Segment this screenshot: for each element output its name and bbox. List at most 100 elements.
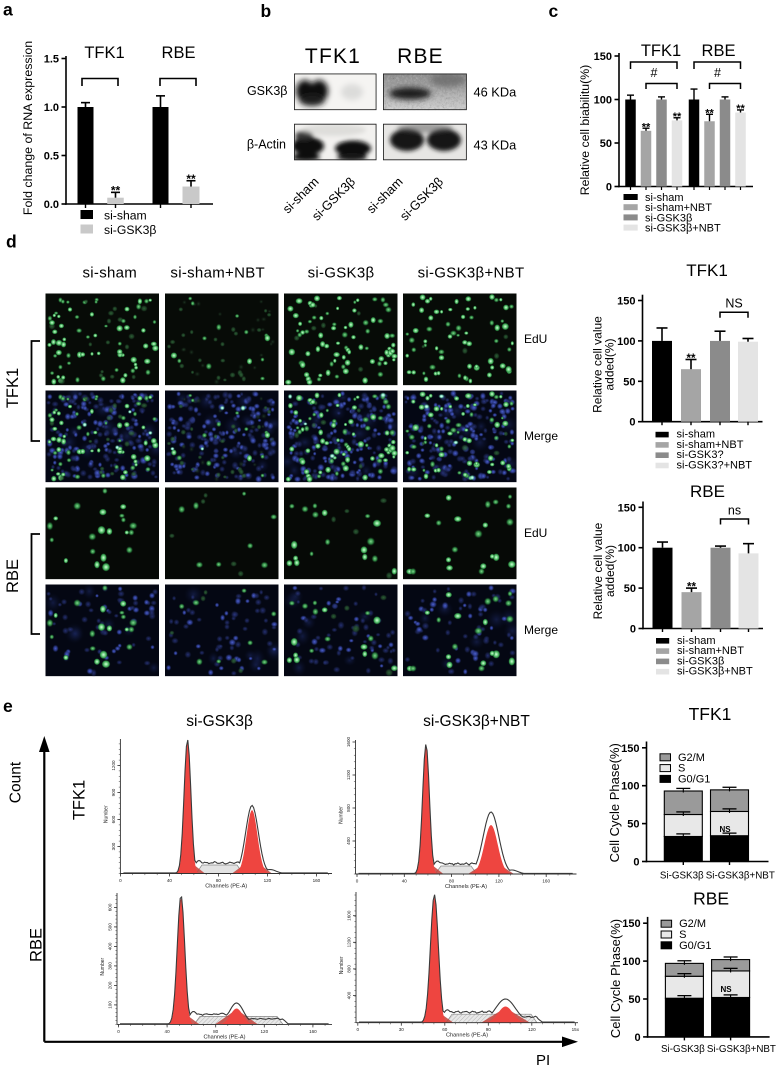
svg-text:Number: Number <box>103 805 109 823</box>
svg-text:100: 100 <box>617 336 635 348</box>
svg-text:RBE: RBE <box>702 42 736 60</box>
svg-text:Si-GSK3β+NBT: Si-GSK3β+NBT <box>706 871 775 882</box>
svg-text:TFK1: TFK1 <box>689 704 732 724</box>
svg-text:60: 60 <box>442 1027 448 1032</box>
svg-text:400: 400 <box>346 837 351 845</box>
svg-text:#: # <box>651 66 658 80</box>
svg-text:RBE: RBE <box>4 559 22 593</box>
svg-text:0: 0 <box>606 182 612 194</box>
svg-text:Si-GSK3β: Si-GSK3β <box>661 1044 705 1055</box>
svg-text:**: ** <box>673 111 682 123</box>
svg-text:40: 40 <box>165 1029 171 1034</box>
svg-text:PI: PI <box>536 1052 550 1069</box>
svg-text:0: 0 <box>629 417 635 429</box>
svg-text:0: 0 <box>356 879 359 884</box>
svg-text:150: 150 <box>618 502 636 514</box>
svg-text:si-GSK3β: si-GSK3β <box>186 713 253 730</box>
svg-text:β-Actin: β-Actin <box>247 138 286 152</box>
svg-text:si-sham: si-sham <box>645 192 684 204</box>
svg-text:TFK1: TFK1 <box>641 42 681 60</box>
svg-text:Number: Number <box>100 957 106 975</box>
svg-text:0: 0 <box>357 1027 360 1032</box>
svg-text:200: 200 <box>108 981 113 989</box>
svg-text:1.5: 1.5 <box>44 54 59 66</box>
svg-text:150: 150 <box>622 918 640 930</box>
svg-text:NS: NS <box>719 825 731 834</box>
svg-text:TFK1: TFK1 <box>84 44 124 62</box>
svg-text:150: 150 <box>621 743 639 755</box>
svg-text:si-GSK3β: si-GSK3β <box>104 223 156 237</box>
svg-text:160: 160 <box>313 878 321 883</box>
svg-text:S: S <box>679 929 686 941</box>
svg-text:400: 400 <box>108 942 113 950</box>
svg-text:si-sham: si-sham <box>104 209 147 223</box>
svg-text:600: 600 <box>111 815 116 823</box>
svg-text:d: d <box>6 232 17 252</box>
svg-text:400: 400 <box>347 991 352 999</box>
svg-text:RBE: RBE <box>690 482 725 501</box>
svg-text:**: ** <box>687 353 696 365</box>
svg-text:added(%): added(%) <box>603 338 617 390</box>
svg-text:GSK3β: GSK3β <box>247 84 288 98</box>
svg-text:Relative cell biabilitu(%): Relative cell biabilitu(%) <box>578 65 592 196</box>
svg-text:si-GSK3β+NBT: si-GSK3β+NBT <box>418 265 525 282</box>
svg-text:100: 100 <box>594 95 612 107</box>
svg-text:TFK1: TFK1 <box>305 45 361 68</box>
svg-text:0: 0 <box>633 857 639 869</box>
svg-text:added(%): added(%) <box>603 545 617 597</box>
svg-text:b: b <box>261 1 272 21</box>
svg-text:Cell Cycle Phase(%): Cell Cycle Phase(%) <box>608 919 623 1038</box>
svg-text:Number: Number <box>339 956 345 974</box>
svg-text:100: 100 <box>618 543 636 555</box>
svg-text:Fold change of RNA expression: Fold change of RNA expression <box>21 41 35 215</box>
svg-text:si-GSK3β: si-GSK3β <box>308 265 375 282</box>
svg-text:80: 80 <box>449 879 455 884</box>
svg-text:**: ** <box>736 103 745 115</box>
svg-text:si-sham+NBT: si-sham+NBT <box>677 645 744 657</box>
svg-text:**: ** <box>642 122 651 134</box>
svg-text:1600: 1600 <box>346 736 351 747</box>
svg-text:S: S <box>678 763 685 775</box>
svg-text:1200: 1200 <box>346 769 351 780</box>
svg-text:si-GSK3?+NBT: si-GSK3?+NBT <box>677 460 753 472</box>
svg-text:0.5: 0.5 <box>44 151 59 163</box>
svg-text:Channels (PE-A): Channels (PE-A) <box>445 884 487 890</box>
svg-text:si-GSK3?: si-GSK3? <box>677 449 724 461</box>
svg-text:40: 40 <box>402 879 408 884</box>
svg-text:100: 100 <box>108 1001 113 1009</box>
svg-text:90: 90 <box>486 1027 492 1032</box>
svg-text:80: 80 <box>216 878 222 883</box>
svg-text:TFK1: TFK1 <box>686 261 728 280</box>
svg-text:43 KDa: 43 KDa <box>474 138 518 153</box>
svg-text:160: 160 <box>542 879 550 884</box>
svg-text:1600: 1600 <box>347 910 352 921</box>
svg-text:si-sham: si-sham <box>677 429 716 441</box>
svg-text:#: # <box>714 66 721 80</box>
svg-text:50: 50 <box>623 376 635 388</box>
svg-text:46 KDa: 46 KDa <box>474 85 518 100</box>
svg-text:150: 150 <box>617 296 635 308</box>
svg-text:80: 80 <box>213 1029 219 1034</box>
svg-text:900: 900 <box>111 788 116 796</box>
svg-text:120: 120 <box>528 1027 536 1032</box>
svg-text:30: 30 <box>399 1027 405 1032</box>
svg-text:NS: NS <box>721 985 733 994</box>
svg-text:si-GSK3β+NBT: si-GSK3β+NBT <box>423 713 530 730</box>
svg-text:Si-GSK3β: Si-GSK3β <box>660 871 704 882</box>
svg-text:G0/G1: G0/G1 <box>679 940 711 952</box>
svg-text:si-sham+NBT: si-sham+NBT <box>645 202 712 214</box>
svg-text:0: 0 <box>117 1029 120 1034</box>
svg-text:**: ** <box>705 108 714 120</box>
svg-text:120: 120 <box>495 879 503 884</box>
svg-text:50: 50 <box>627 819 639 831</box>
svg-text:Si-GSK3β+NBT: Si-GSK3β+NBT <box>707 1044 776 1055</box>
svg-text:si-sham+NBT: si-sham+NBT <box>170 265 265 282</box>
svg-text:RBE: RBE <box>28 928 46 962</box>
svg-text:si-GSK3β+NBT: si-GSK3β+NBT <box>645 223 721 235</box>
svg-text:800: 800 <box>347 965 352 973</box>
svg-text:Channels (PE-A): Channels (PE-A) <box>205 884 247 890</box>
svg-text:0: 0 <box>630 624 636 636</box>
svg-text:300: 300 <box>111 842 116 850</box>
svg-text:si-GSK3β: si-GSK3β <box>677 655 724 667</box>
svg-text:0: 0 <box>634 1032 640 1044</box>
